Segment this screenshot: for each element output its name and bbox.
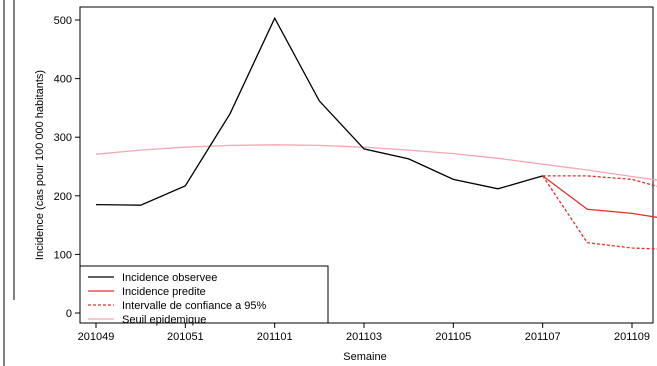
legend-items: Incidence observee Incidence predite Inter… bbox=[88, 272, 267, 326]
series-line-incidence-predite bbox=[542, 175, 657, 218]
left-edge-lines bbox=[3, 0, 15, 366]
x-axis: 201049 201051 201101 201103 201105 201107 2011… bbox=[78, 323, 650, 343]
x-tick-label: 201103 bbox=[346, 331, 382, 343]
legend-label: Intervalle de confiance a 95% bbox=[122, 300, 267, 312]
x-tick-label: 201107 bbox=[525, 331, 561, 343]
legend-label: Seuil epidemique bbox=[122, 314, 206, 326]
y-tick-label: 300 bbox=[54, 132, 72, 144]
y-axis-title: Incidence (cas pour 100 000 habitants) bbox=[34, 70, 46, 260]
y-tick-label: 0 bbox=[66, 308, 72, 320]
x-tick-label: 201049 bbox=[78, 331, 115, 343]
series-line-intervalle-de-confiance-a-95 bbox=[542, 175, 657, 187]
series-line-intervalle-de-confiance-a-95-lower bbox=[542, 175, 657, 250]
legend-label: Incidence predite bbox=[122, 286, 206, 298]
y-tick-label: 100 bbox=[54, 249, 72, 261]
plot-frame bbox=[79, 6, 654, 324]
legend: Incidence observee Incidence predite Inter… bbox=[79, 265, 329, 326]
y-axis: 0 100 200 300 400 500 bbox=[54, 15, 80, 320]
x-tick-label: 201109 bbox=[614, 331, 650, 343]
x-axis-title: Semaine bbox=[343, 351, 386, 363]
x-tick-label: 201105 bbox=[435, 331, 471, 343]
y-tick-label: 500 bbox=[54, 15, 72, 27]
legend-label: Incidence observee bbox=[122, 272, 217, 284]
series-line-seuil-epidemique bbox=[95, 144, 657, 181]
y-tick-label: 200 bbox=[54, 191, 72, 203]
y-tick-label: 400 bbox=[54, 74, 72, 86]
legend-box bbox=[79, 265, 329, 324]
series-line-incidence-observee bbox=[95, 16, 543, 206]
x-tick-label: 201051 bbox=[167, 331, 204, 343]
series-layer bbox=[95, 16, 657, 250]
x-tick-label: 201101 bbox=[257, 331, 293, 343]
